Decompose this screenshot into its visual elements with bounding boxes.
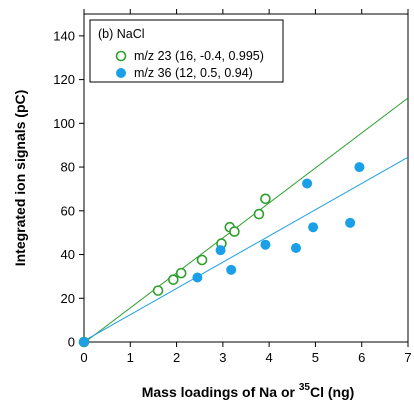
data-point-series-1 [345, 217, 356, 228]
legend-label-mz23: m/z 23 (16, -0.4, 0.995) [134, 49, 264, 63]
data-point-series-0 [196, 254, 208, 266]
data-point-series-0 [260, 193, 271, 205]
x-tick-label: 3 [219, 350, 226, 365]
y-tick-label: 20 [61, 291, 75, 306]
y-tick-label: 40 [61, 247, 75, 262]
y-tick-label: 60 [61, 203, 75, 218]
legend-label-mz36: m/z 36 (12, 0.5, 0.94) [134, 66, 253, 80]
y-tick-label: 140 [53, 28, 75, 43]
data-point-series-1 [260, 239, 271, 250]
x-axis-title-superscript: 35 [299, 382, 311, 393]
data-point-series-1 [79, 337, 89, 347]
data-point-series-1 [302, 178, 313, 189]
y-tick-label: 0 [68, 335, 75, 350]
data-point-series-1 [290, 242, 301, 253]
y-axis-title: Integrated ion signals (pC) [12, 90, 28, 267]
data-point-series-0 [253, 208, 265, 220]
x-tick-label: 6 [358, 350, 365, 365]
fit-line-series-1 [83, 156, 409, 342]
data-point-series-1 [215, 245, 226, 256]
y-tick-label: 120 [53, 72, 75, 87]
x-tick-label: 5 [312, 350, 319, 365]
x-axis-title: Mass loadings of Na or 35Cl (ng) [142, 382, 355, 400]
data-point-series-1 [192, 272, 203, 283]
data-point-series-1 [226, 264, 237, 275]
y-tick-label: 100 [53, 116, 75, 131]
fit-lines [83, 97, 409, 344]
x-tick-label: 4 [266, 350, 273, 365]
data-point-series-0 [229, 226, 240, 237]
data-point-series-0 [168, 274, 179, 285]
legend-marker-mz36 [116, 68, 126, 78]
fit-line-series-0 [83, 97, 409, 344]
y-tick-label: 80 [61, 160, 75, 175]
axis-tick-labels: 0 1 2 3 4 5 6 7 0 20 40 60 80 100 120 140 [53, 28, 411, 365]
data-point-series-0 [152, 285, 164, 296]
x-tick-label: 7 [404, 350, 411, 365]
legend: (b) NaCl m/z 23 (16, -0.4, 0.995) m/z 36… [89, 19, 284, 83]
x-axis-title-main: Mass loadings of Na or [142, 384, 299, 400]
x-axis-title-suffix: Cl (ng) [310, 384, 354, 400]
x-tick-label: 0 [80, 350, 87, 365]
x-tick-label: 1 [127, 350, 134, 365]
data-point-series-0 [175, 267, 187, 279]
data-point-series-1 [354, 162, 365, 173]
legend-marker-mz23 [115, 50, 127, 62]
x-tick-label: 2 [173, 350, 180, 365]
legend-title: (b) NaCl [98, 27, 145, 41]
data-point-series-1 [308, 222, 319, 233]
data-points [78, 162, 365, 348]
